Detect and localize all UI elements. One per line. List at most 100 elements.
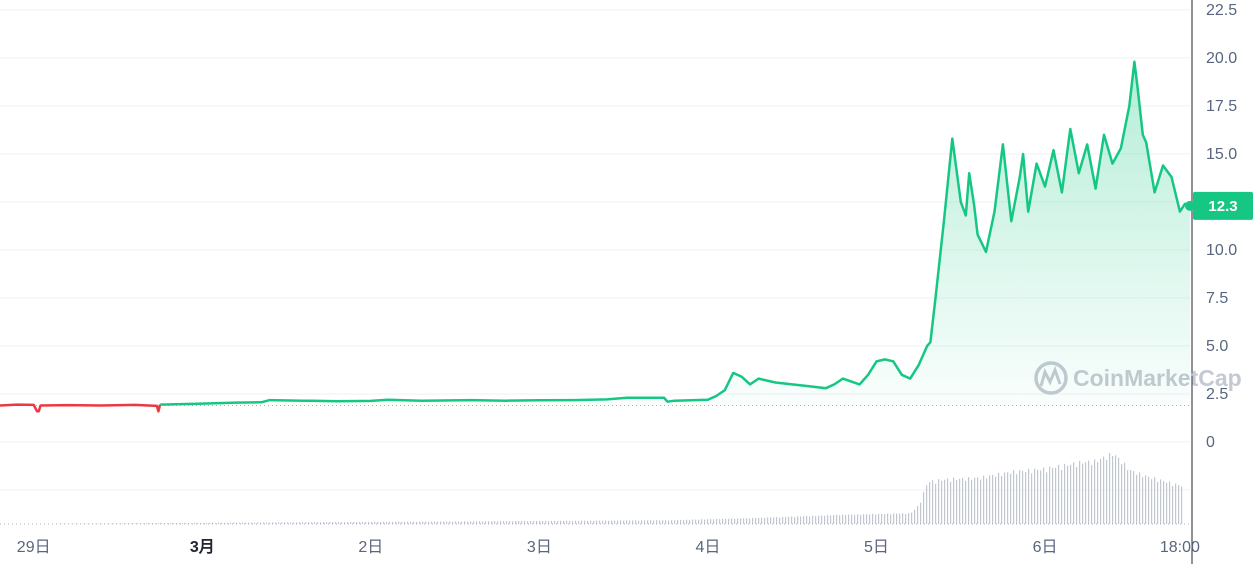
volume-bar [1025, 471, 1027, 524]
volume-bar [809, 516, 811, 524]
volume-bar [1172, 485, 1174, 524]
volume-bar [149, 523, 151, 524]
volume-bar [125, 523, 127, 524]
y-tick-label: 7.5 [1206, 290, 1228, 307]
volume-bar [665, 520, 667, 524]
current-price-dot [1185, 200, 1195, 211]
volume-bar [527, 521, 529, 524]
volume-bar [926, 485, 928, 524]
volume-bar [350, 522, 352, 524]
volume-bar [1139, 472, 1141, 524]
x-tick-label: 4日 [695, 539, 720, 556]
volume-bar [86, 523, 88, 524]
volume-bar [743, 518, 745, 524]
volume-bar [1121, 463, 1123, 524]
volume-bar [428, 521, 430, 524]
volume-bar [686, 519, 688, 524]
volume-bar [281, 522, 283, 524]
volume-bar [707, 519, 709, 524]
volume-bar [791, 516, 793, 524]
price-area-fill [160, 61, 1191, 406]
volume-bar [560, 520, 562, 524]
volume-bar [911, 512, 913, 524]
volume-bar [131, 523, 133, 524]
volume-bar [893, 513, 895, 524]
volume-bar [506, 521, 508, 524]
volume-bar [800, 516, 802, 524]
volume-bar [107, 523, 109, 524]
volume-bar [692, 519, 694, 524]
volume-bar [593, 520, 595, 524]
volume-bar [1118, 457, 1120, 524]
volume-bar [995, 476, 997, 524]
volume-bar [620, 520, 622, 524]
volume-bar [263, 522, 265, 524]
volume-bar [1124, 462, 1126, 524]
volume-bar [425, 521, 427, 524]
volume-bar [881, 513, 883, 524]
volume-bar [173, 523, 175, 524]
volume-bar [1088, 460, 1090, 524]
volume-bar [422, 521, 424, 524]
volume-bar [716, 518, 718, 524]
volume-bar [1070, 464, 1072, 524]
volume-bar [509, 521, 511, 524]
volume-bar [338, 522, 340, 524]
volume-bar [860, 514, 862, 524]
volume-bar [875, 514, 877, 524]
volume-bar [704, 519, 706, 524]
volume-bar [1058, 464, 1060, 524]
y-tick-label: 0 [1206, 434, 1215, 451]
volume-bar [827, 515, 829, 524]
volume-bar [1001, 476, 1003, 524]
volume-bar [254, 522, 256, 524]
volume-bar [380, 521, 382, 524]
y-tick-label: 15.0 [1206, 146, 1237, 163]
volume-bar [671, 520, 673, 524]
volume-bar [335, 522, 337, 524]
volume-bar [407, 521, 409, 524]
volume-bar [1163, 481, 1165, 524]
volume-bar [299, 522, 301, 524]
volume-bar [683, 520, 685, 524]
volume-bar [341, 522, 343, 524]
volume-bar [1037, 469, 1039, 524]
volume-bar [680, 519, 682, 524]
volume-bar [776, 517, 778, 524]
volume-bar [728, 518, 730, 524]
volume-bar [242, 522, 244, 524]
volume-bar [1145, 475, 1147, 524]
volume-bar [467, 521, 469, 524]
y-tick-label: 20.0 [1206, 50, 1237, 67]
volume-bar [257, 522, 259, 524]
y-tick-label: 5.0 [1206, 338, 1228, 355]
volume-bar [812, 515, 814, 524]
volume-bar [452, 521, 454, 524]
volume-bar [1049, 466, 1051, 524]
volume-bar [236, 522, 238, 524]
volume-bar [269, 522, 271, 524]
volume-bar [1022, 470, 1024, 524]
volume-bar [890, 514, 892, 524]
volume-bar [962, 477, 964, 524]
volume-bar [863, 514, 865, 524]
volume-bar [449, 521, 451, 524]
y-tick-label: 2.5 [1206, 386, 1228, 403]
volume-bar [1160, 479, 1162, 524]
volume-bar [677, 520, 679, 524]
x-tick-label: 3日 [527, 539, 552, 556]
volume-bar [293, 522, 295, 524]
volume-bar [296, 522, 298, 524]
volume-bar [725, 518, 727, 524]
volume-bar [647, 520, 649, 524]
volume-bar [323, 522, 325, 524]
volume-bar [563, 520, 565, 524]
volume-bar [779, 517, 781, 524]
volume-bar [554, 520, 556, 524]
volume-bar [797, 516, 799, 524]
volume-bar [1067, 465, 1069, 524]
volume-bar [365, 521, 367, 524]
volume-bar [182, 522, 184, 524]
volume-bar [1175, 483, 1177, 524]
volume-bar [632, 520, 634, 524]
